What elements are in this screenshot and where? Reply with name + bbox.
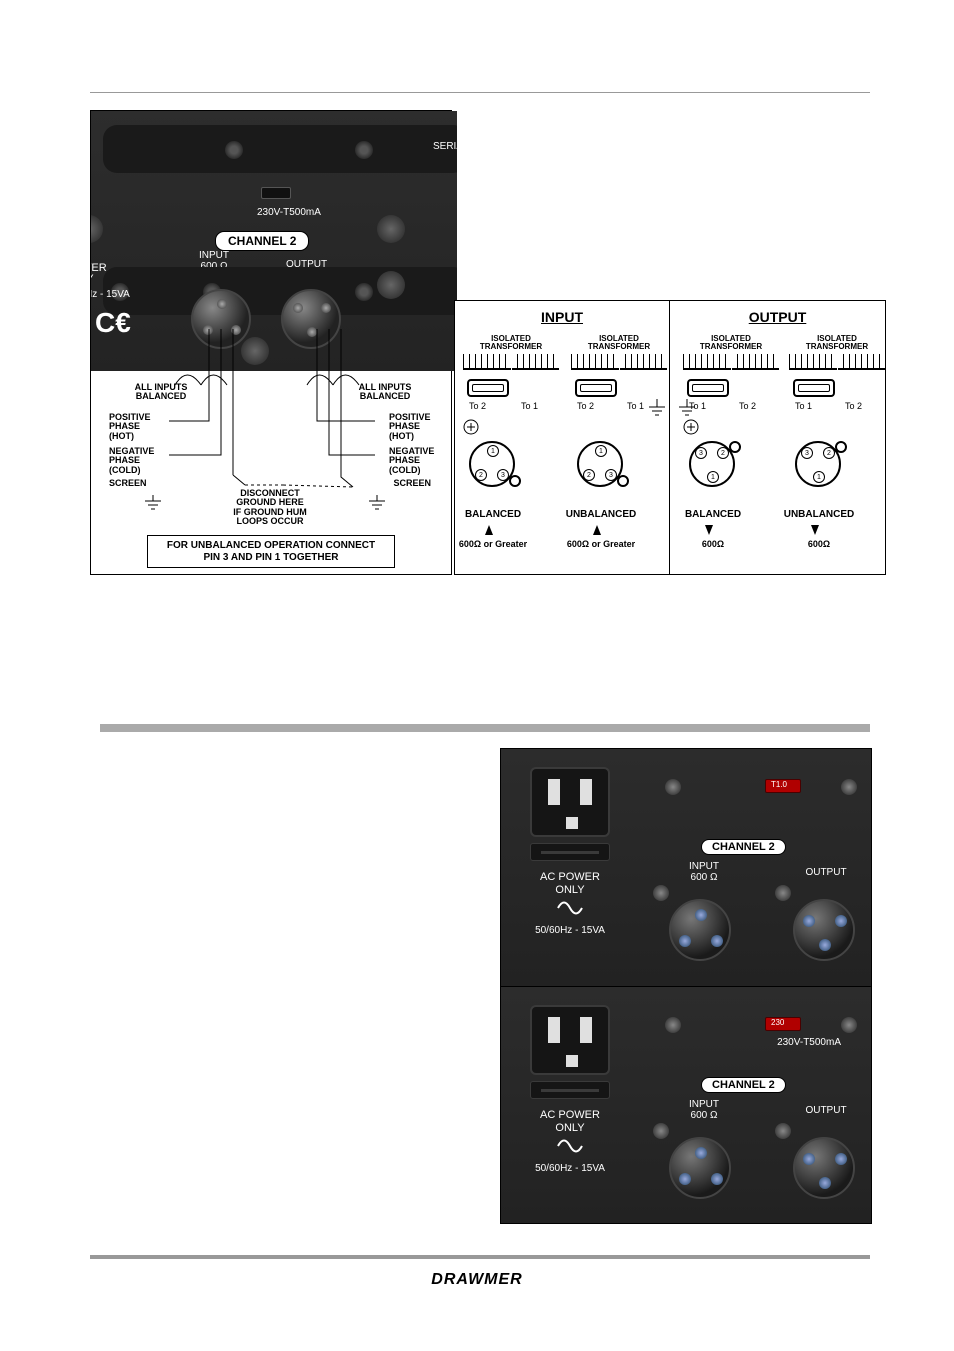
output-label: OUTPUT (791, 867, 861, 878)
channel-2-label: CHANNEL 2 (701, 1077, 786, 1093)
top-rule (90, 92, 870, 93)
rear-panel-115v: 115V-T1A AC POWER ONLY 50/60Hz - 15VA T1… (500, 748, 872, 986)
arrow-down-icon (811, 525, 819, 535)
transformer-col: ISOLATED TRANSFORMER (789, 335, 885, 370)
screen-right: SCREEN (393, 479, 431, 488)
output-label: OUTPUT (791, 1105, 861, 1116)
xlr-pinout-icon: 1 2 3 (577, 441, 623, 487)
impedance-label: 600Ω (769, 539, 869, 549)
transformer-col: ISOLATED TRANSFORMER (571, 335, 667, 370)
impedance-label: 600Ω (663, 539, 763, 549)
section-separator (100, 724, 870, 732)
to-label: To 1 (795, 401, 812, 411)
figure-3: 115V-T1A AC POWER ONLY 50/60Hz - 15VA T1… (500, 748, 872, 1233)
negative-phase-right: NEGATIVE PHASE (COLD) (389, 447, 443, 475)
input-heading: INPUT (455, 309, 669, 325)
channel-2-label: CHANNEL 2 (701, 839, 786, 855)
transformer-col: ISOLATED TRANSFORMER (683, 335, 779, 370)
arrow-up-icon (593, 525, 601, 535)
serial-label: SERIA (433, 141, 457, 152)
brand-footer: DRAWMER (0, 1271, 954, 1289)
impedance-label: 600Ω or Greater (551, 539, 651, 549)
ce-mark-icon: C€ (95, 307, 131, 339)
fuse-rating-label: 230V-T500mA (257, 207, 321, 218)
to-label: To 2 (739, 401, 756, 411)
iec-inlet: AC POWER ONLY 50/60Hz - 15VA (515, 1005, 625, 1175)
bottom-rule (90, 1255, 870, 1259)
arrow-down-icon (705, 525, 713, 535)
wiring-callout: ALL INPUTS BALANCED POSITIVE PHASE (HOT)… (91, 371, 451, 574)
to-label: To 2 (469, 401, 486, 411)
unbalanced-label: UNBALANCED (769, 509, 869, 520)
input-label: INPUT600 Ω (669, 861, 739, 883)
relay-icon (467, 379, 509, 397)
xlr-output-jack (793, 1137, 855, 1199)
negative-phase-left: NEGATIVE PHASE (COLD) (109, 447, 154, 475)
arrow-up-icon (485, 525, 493, 535)
ground-icon (649, 399, 665, 421)
fuse-text: T1.0 (771, 780, 787, 789)
figure-1: 230V-T500mA SERIA CHANNEL 2 INPUT 600 Ω … (90, 110, 452, 575)
hz-va-label: Hz - 15VA (91, 289, 130, 300)
to-label: To 1 (521, 401, 538, 411)
xlr-output-jack (793, 899, 855, 961)
to-label: To 2 (577, 401, 594, 411)
transformer-col: ISOLATED TRANSFORMER (463, 335, 559, 370)
rear-panel-230v: AC POWER ONLY 50/60Hz - 15VA 230 230V-T5… (500, 986, 872, 1224)
to-label: To 2 (845, 401, 862, 411)
screen-left: SCREEN (109, 479, 147, 488)
disconnect-ground-note: DISCONNECT GROUND HERE IF GROUND HUM LOO… (215, 489, 325, 527)
impedance-label: 600Ω or Greater (443, 539, 543, 549)
input-label: INPUT600 Ω (669, 1099, 739, 1121)
to-label: To 1 (627, 401, 644, 411)
output-heading: OUTPUT (670, 309, 885, 325)
xlr-input-jack (669, 1137, 731, 1199)
screw-icon (463, 419, 483, 439)
unbalanced-label: UNBALANCED (551, 509, 651, 520)
xlr-pinout-icon: 1 2 3 (469, 441, 515, 487)
xlr-pinout-icon: 1 3 2 (689, 441, 735, 487)
iec-inlet: AC POWER ONLY 50/60Hz - 15VA (515, 767, 625, 937)
ground-icon (679, 399, 695, 421)
screw-icon (683, 419, 703, 439)
balanced-label: BALANCED (663, 509, 763, 520)
unbalanced-note: FOR UNBALANCED OPERATION CONNECT PIN 3 A… (147, 535, 395, 568)
balanced-label: BALANCED (443, 509, 543, 520)
voltage-caption: 230V-T500mA (777, 1037, 841, 1048)
channel-2-label: CHANNEL 2 (215, 231, 309, 251)
fuse-text: 230 (771, 1018, 784, 1027)
figure-2: INPUT OUTPUT ISOLATED TRANSFORMER To 2 T… (454, 300, 886, 575)
partial-power-label: WER LY (91, 263, 107, 285)
positive-phase-right: POSITIVE PHASE (HOT) (389, 413, 443, 441)
relay-icon (793, 379, 835, 397)
xlr-input-jack (669, 899, 731, 961)
xlr-pinout-icon: 1 3 2 (795, 441, 841, 487)
positive-phase-left: POSITIVE PHASE (HOT) (109, 413, 151, 441)
relay-icon (687, 379, 729, 397)
fuse-holder (261, 187, 291, 199)
relay-icon (575, 379, 617, 397)
